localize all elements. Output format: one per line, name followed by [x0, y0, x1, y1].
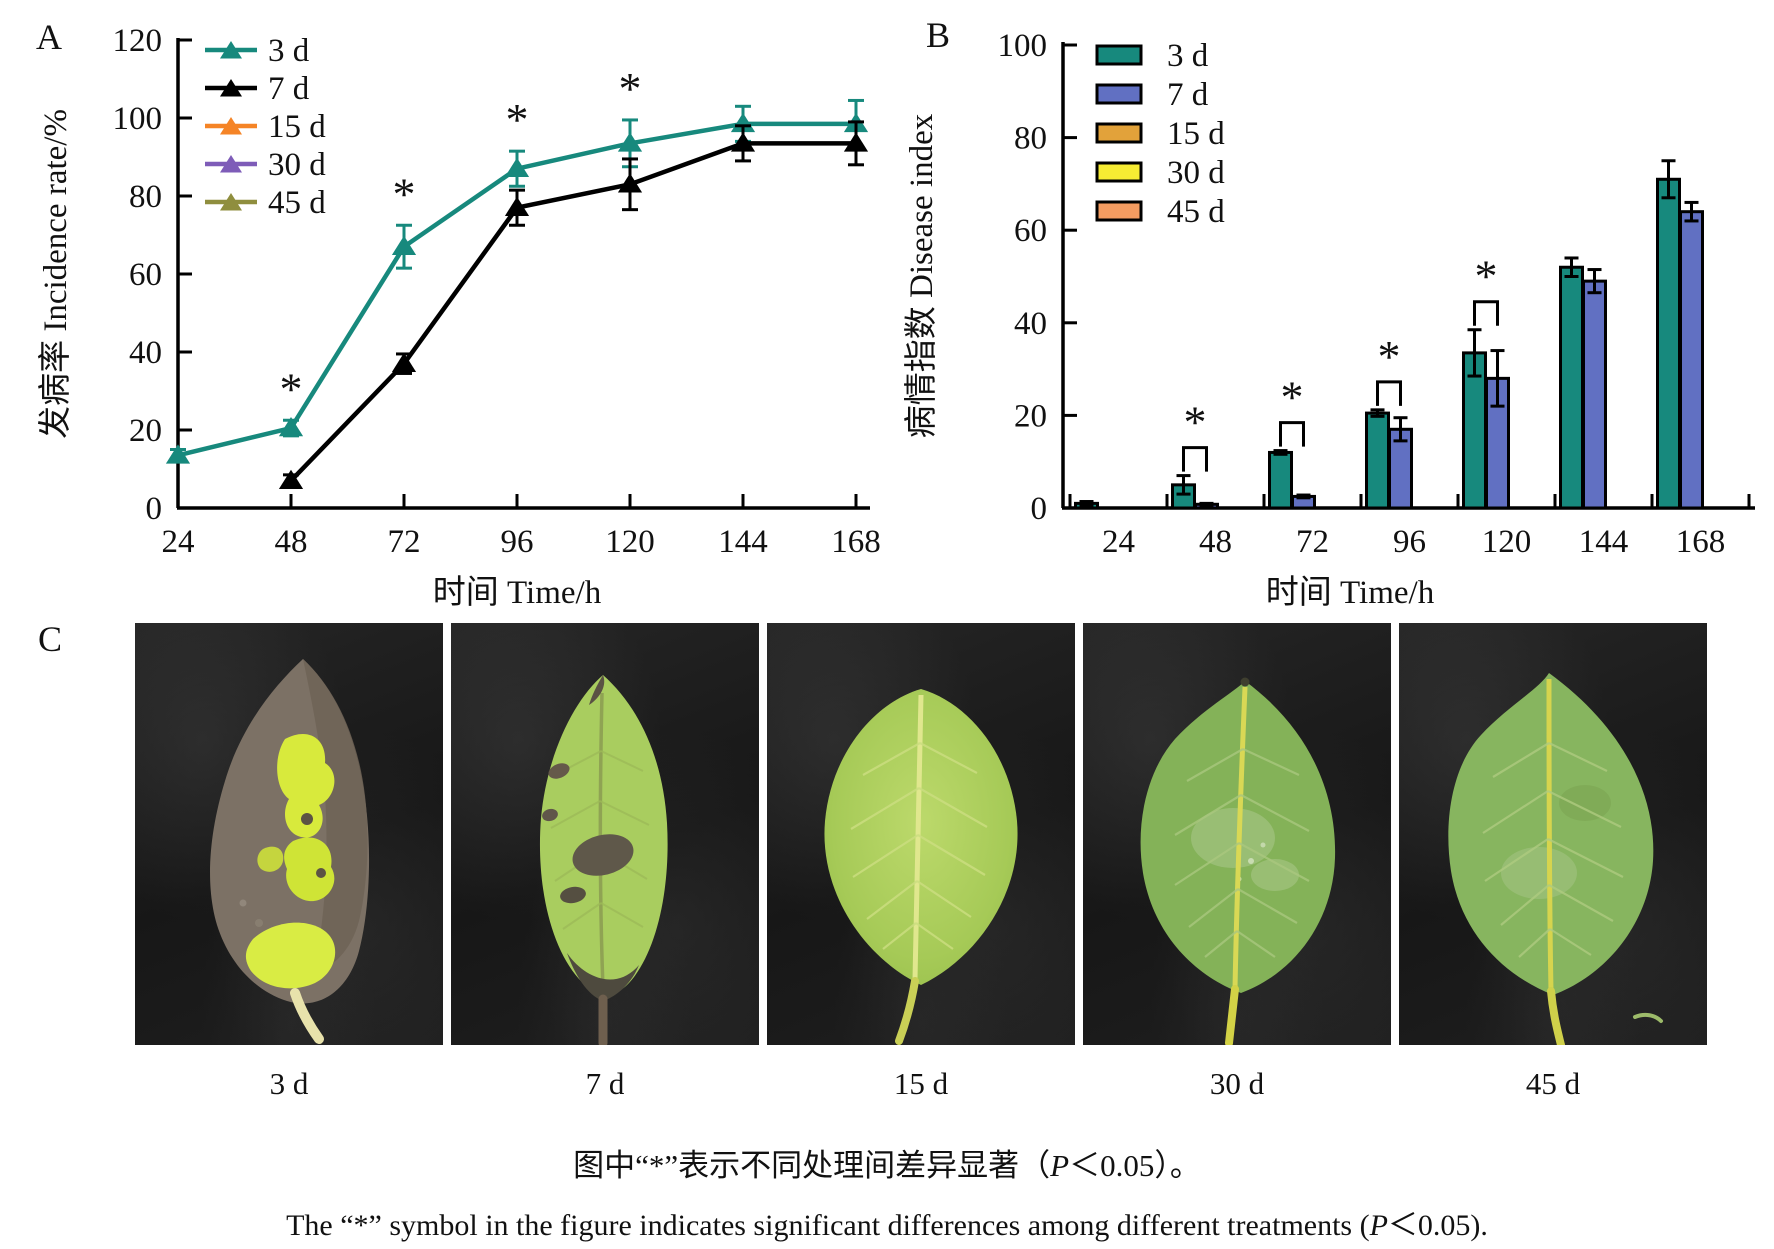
svg-text:45 d: 45 d: [1167, 194, 1225, 230]
leaf-label-3d: 3 d: [269, 1066, 309, 1101]
leaf-photo-30d: [1083, 623, 1391, 1045]
caption-chinese: 图中“*”表示不同处理间差异显著（P＜0.05）。: [573, 1148, 1201, 1183]
svg-text:48: 48: [1199, 524, 1232, 560]
leaf-label-15d: 15 d: [893, 1066, 949, 1101]
svg-text:3 d: 3 d: [1167, 38, 1209, 74]
svg-text:45 d: 45 d: [268, 185, 326, 221]
svg-text:时间 Time/h: 时间 Time/h: [433, 575, 602, 611]
svg-text:168: 168: [1676, 524, 1726, 560]
svg-text:24: 24: [162, 524, 195, 560]
svg-text:72: 72: [1296, 524, 1329, 560]
svg-text:15 d: 15 d: [1167, 116, 1225, 152]
svg-text:120: 120: [605, 524, 655, 560]
svg-text:*: *: [1475, 251, 1498, 302]
leaf-label-7d: 7 d: [585, 1066, 625, 1101]
svg-text:0: 0: [1031, 491, 1048, 527]
svg-text:144: 144: [718, 524, 768, 560]
svg-text:60: 60: [129, 257, 162, 293]
svg-text:*: *: [619, 63, 642, 114]
svg-text:120: 120: [1482, 524, 1532, 560]
svg-text:7 d: 7 d: [1167, 77, 1209, 113]
leaf-photo-7d: [451, 623, 759, 1045]
svg-text:*: *: [1184, 397, 1207, 448]
svg-text:发病率 Incidence rate/%: 发病率 Incidence rate/%: [37, 109, 74, 439]
svg-text:*: *: [280, 363, 303, 414]
svg-text:0: 0: [146, 491, 163, 527]
svg-text:*: *: [506, 94, 529, 145]
svg-text:40: 40: [129, 335, 162, 371]
svg-text:40: 40: [1014, 306, 1047, 342]
yellowing-leaf-graphic: [539, 675, 668, 1045]
svg-text:48: 48: [275, 524, 308, 560]
panel-c-label: C: [38, 619, 63, 659]
svg-text:80: 80: [1014, 121, 1047, 157]
svg-text:96: 96: [501, 524, 534, 560]
svg-text:80: 80: [129, 179, 162, 215]
leaf-photo-15d: [767, 623, 1075, 1045]
svg-text:7 d: 7 d: [268, 71, 310, 107]
svg-text:100: 100: [113, 101, 163, 137]
svg-text:病情指数 Disease index: 病情指数 Disease index: [903, 113, 940, 438]
svg-text:20: 20: [129, 413, 162, 449]
svg-text:72: 72: [388, 524, 421, 560]
svg-text:60: 60: [1014, 213, 1047, 249]
svg-text:144: 144: [1579, 524, 1629, 560]
leaf-photo-strip: [135, 623, 1707, 1045]
healthy-leaf-graphic: [824, 689, 1018, 1045]
svg-text:20: 20: [1014, 398, 1047, 434]
svg-text:*: *: [1281, 372, 1304, 423]
svg-text:时间 Time/h: 时间 Time/h: [1266, 575, 1435, 611]
leaf-photo-45d: [1399, 623, 1707, 1045]
panel-b-label: B: [926, 15, 951, 55]
svg-text:100: 100: [998, 28, 1048, 64]
svg-text:168: 168: [831, 524, 881, 560]
svg-text:24: 24: [1102, 524, 1135, 560]
svg-text:30 d: 30 d: [268, 147, 326, 183]
svg-text:3 d: 3 d: [268, 33, 310, 69]
svg-text:30 d: 30 d: [1167, 155, 1225, 191]
incidence-rate-line-chart: 0 20 40 60 80 100 120 24 48 72 96 120 144 168 时间 Time/…: [37, 23, 881, 611]
svg-text:*: *: [1378, 331, 1401, 382]
healthy-leaf-graphic: [1448, 673, 1663, 1045]
diseased-leaf-graphic: [210, 659, 370, 1044]
leaf-label-45d: 45 d: [1525, 1066, 1581, 1101]
disease-index-bar-chart: 0 20 40 60 80 100 24 48 72 96 120 144 168 时间 Time/h 病情…: [903, 28, 1755, 611]
panel-a-label: A: [36, 17, 62, 57]
svg-text:*: *: [393, 168, 416, 219]
healthy-leaf-graphic: [1140, 677, 1336, 1045]
caption-english: The “*” symbol in the figure indicates s…: [286, 1209, 1488, 1242]
leaf-photo-3d: [135, 623, 443, 1045]
leaf-label-30d: 30 d: [1209, 1066, 1265, 1101]
svg-text:120: 120: [113, 23, 163, 59]
svg-text:15 d: 15 d: [268, 109, 326, 145]
svg-text:96: 96: [1393, 524, 1426, 560]
leaf-photo-labels: 3 d 7 d 15 d 30 d 45 d: [135, 1066, 1707, 1102]
